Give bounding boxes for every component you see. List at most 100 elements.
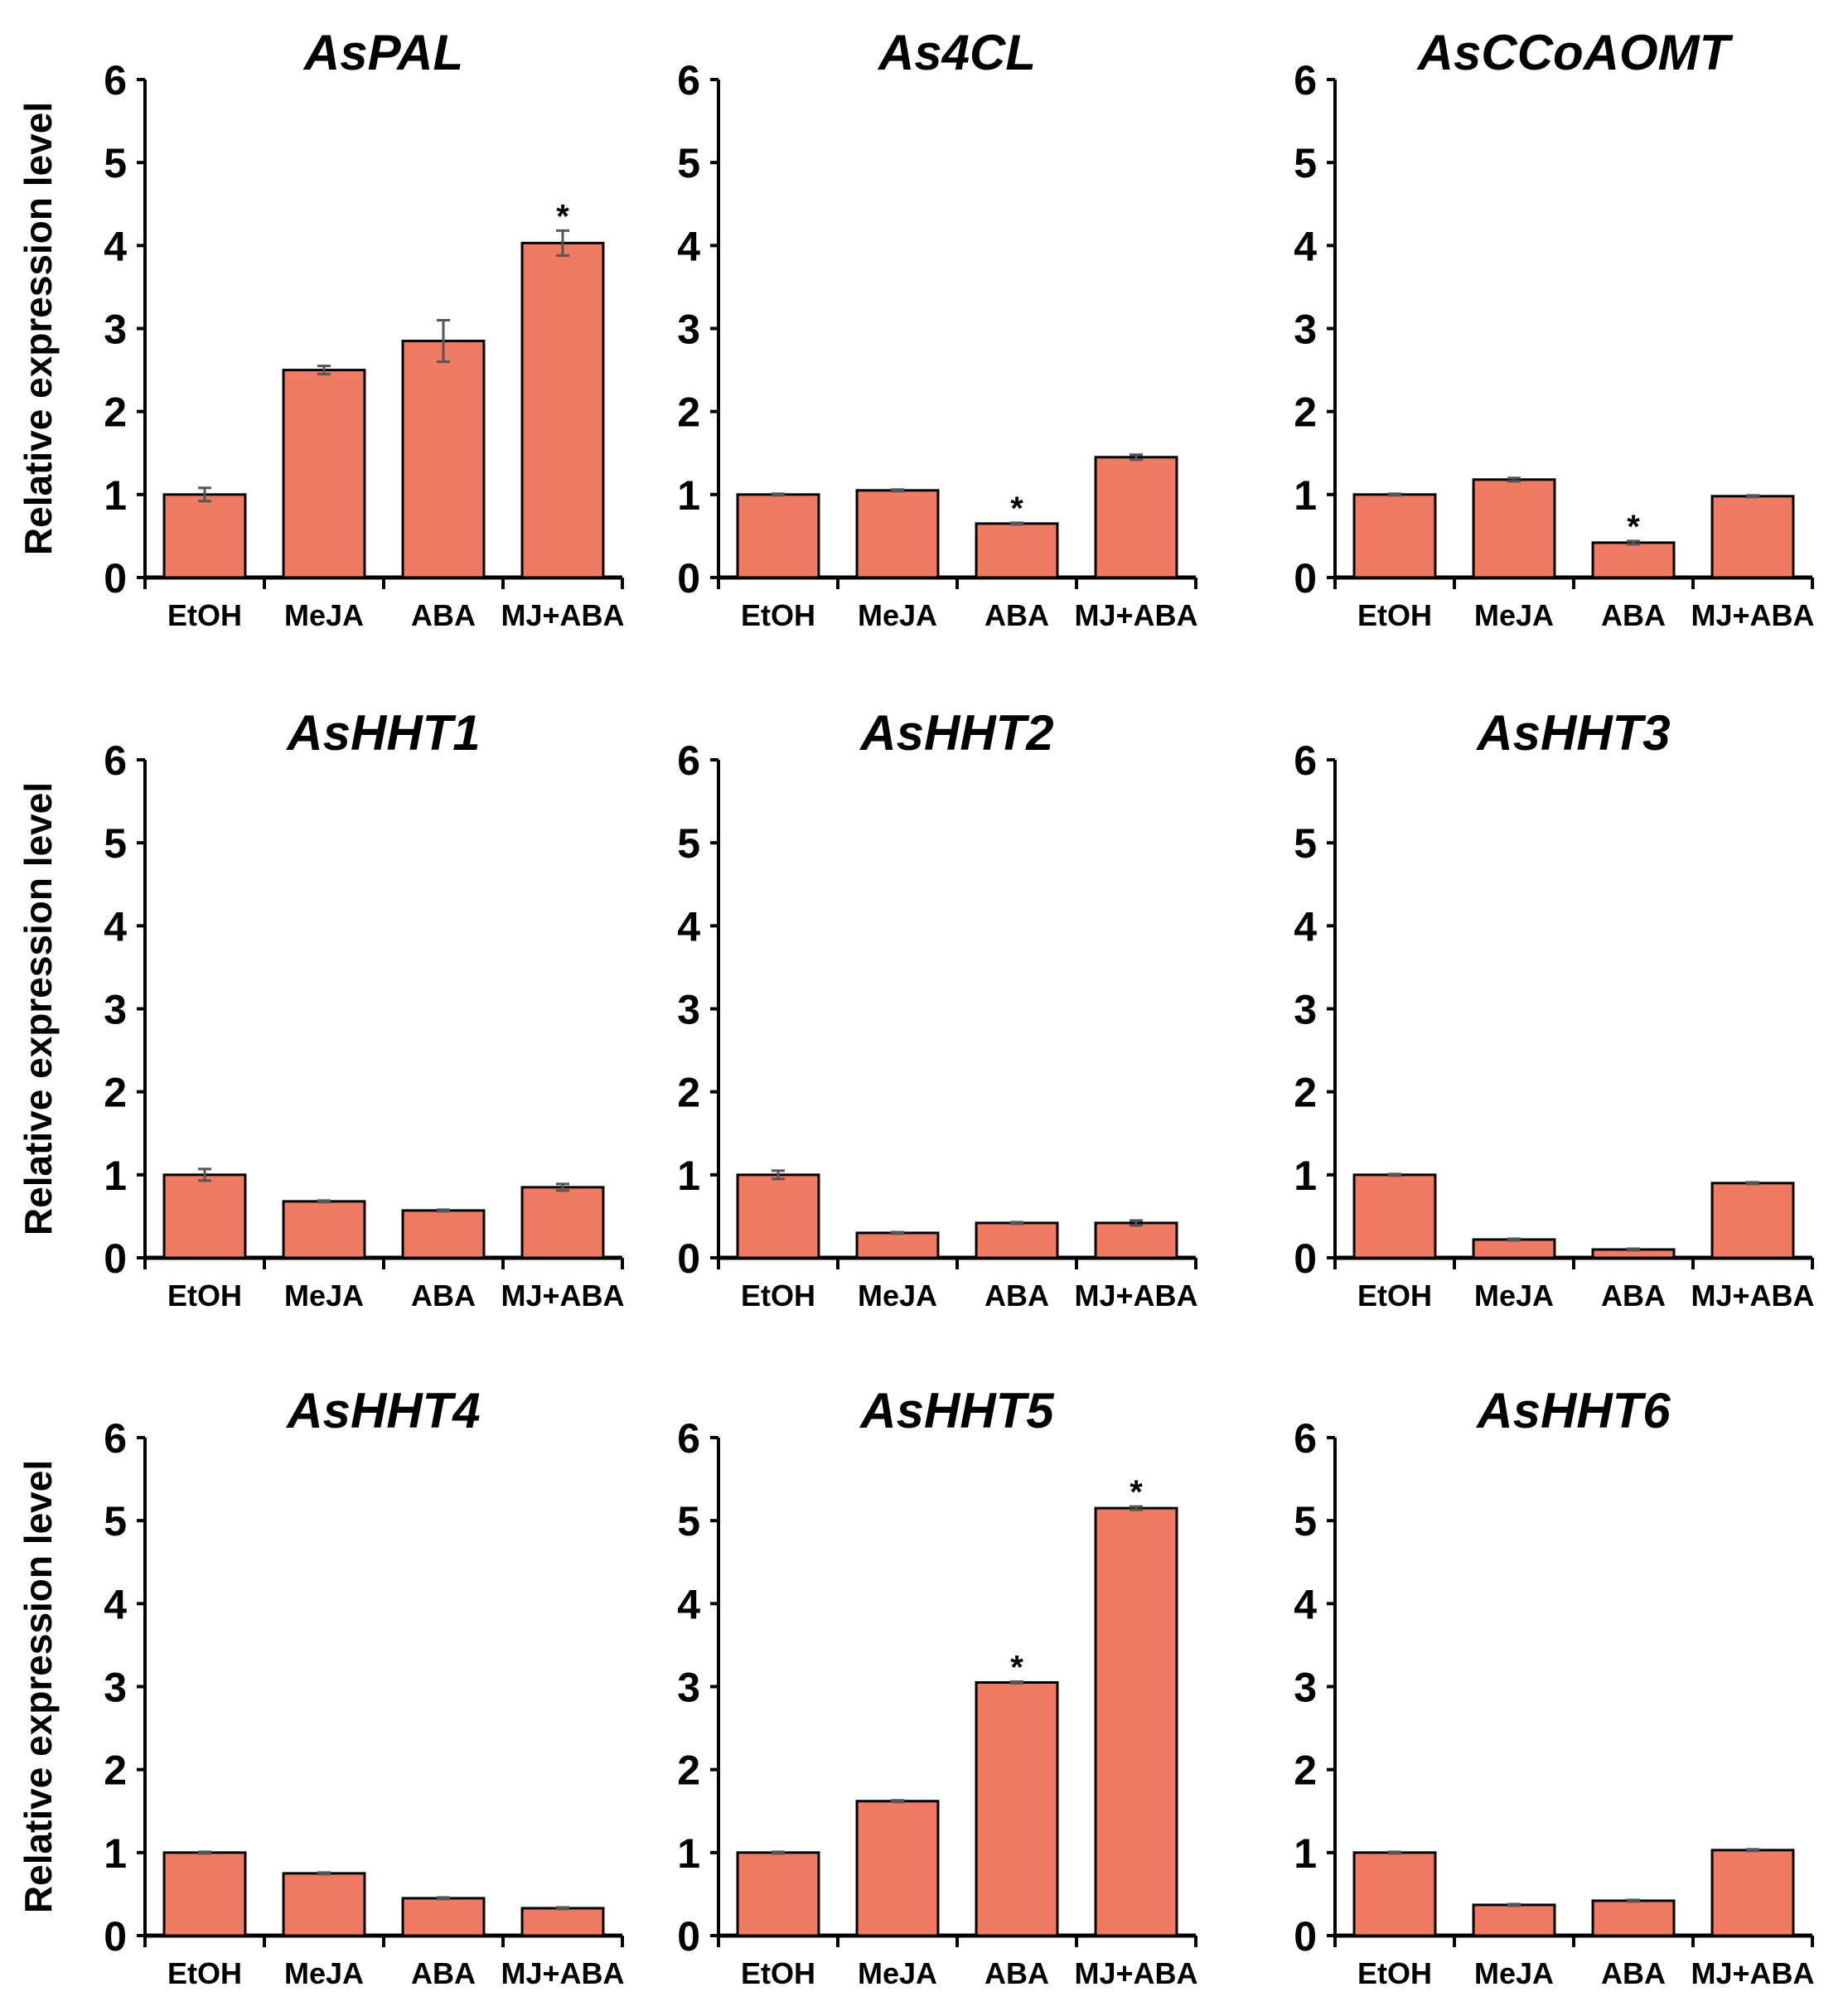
y-tick-label: 5 <box>677 140 700 186</box>
x-tick-label: ABA <box>1601 1956 1666 1990</box>
y-tick-label: 3 <box>677 307 700 353</box>
y-tick-label: 1 <box>677 1830 700 1877</box>
y-tick-label: 2 <box>677 1070 700 1116</box>
y-tick-label: 6 <box>104 737 127 784</box>
x-tick-label: EtOH <box>741 1279 815 1312</box>
y-tick-label: 1 <box>1294 472 1317 519</box>
chart-panel-AsHHT2: AsHHT2 0 1 2 3 4 5 6 EtOH MeJA ABA MJ+ABA <box>677 705 1197 1312</box>
chart-panel-AsHHT1: AsHHT1 Relative expression level 0 1 2 3 4 5 6 Et… <box>17 705 625 1312</box>
bar-ABA <box>401 340 486 579</box>
y-tick-label: 4 <box>104 1581 127 1627</box>
chart-panel-AsPAL: AsPAL Relative expression level 0 1 2 3 4 5 6 EtO… <box>17 25 625 632</box>
x-tick-label: MJ+ABA <box>1691 1956 1814 1990</box>
x-tick-label: MJ+ABA <box>1691 598 1814 632</box>
chart-title: AsCCoAOMT <box>1416 25 1734 80</box>
bar-ABA <box>975 522 1059 579</box>
bar-ABA <box>975 1221 1059 1259</box>
y-tick-label: 1 <box>104 1830 127 1877</box>
bar-EtOH <box>162 1851 247 1937</box>
chart-panel-AsHHT5: AsHHT5 0 1 2 3 4 5 6 EtOH MeJA * ABA * MJ+ABA <box>677 1383 1197 1990</box>
y-tick-label: 1 <box>104 1153 127 1199</box>
bar-MeJA <box>855 489 940 579</box>
y-tick-label: 6 <box>104 1415 127 1462</box>
x-tick-label: MeJA <box>284 598 364 632</box>
bar-ABA <box>975 1680 1059 1937</box>
y-tick-label: 1 <box>1294 1153 1317 1199</box>
x-tick-label: MeJA <box>284 1279 364 1312</box>
bar-ABA <box>401 1209 486 1259</box>
y-tick-label: 0 <box>104 555 127 602</box>
bar-EtOH <box>162 493 247 579</box>
y-tick-label: 2 <box>104 389 127 436</box>
y-tick-label: 2 <box>1294 389 1317 436</box>
y-tick-label: 0 <box>1294 1235 1317 1282</box>
y-tick-label: 5 <box>104 820 127 867</box>
x-tick-label: MeJA <box>858 1956 937 1990</box>
bar-MJ+ABA <box>1094 456 1178 579</box>
bar-MeJA <box>1472 1238 1556 1259</box>
bar-MeJA <box>1472 1903 1556 1937</box>
x-tick-label: MJ+ABA <box>1691 1279 1814 1312</box>
significance-marker: * <box>1010 491 1023 527</box>
y-tick-label: 0 <box>1294 1913 1317 1960</box>
bar-EtOH <box>736 1173 820 1259</box>
x-tick-label: MJ+ABA <box>501 1956 624 1990</box>
y-tick-label: 4 <box>104 223 127 269</box>
y-tick-label: 4 <box>677 903 700 950</box>
y-axis-label: Relative expression level <box>17 1460 60 1913</box>
x-tick-label: ABA <box>1601 1279 1666 1312</box>
x-tick-label: ABA <box>411 1279 476 1312</box>
x-tick-label: MJ+ABA <box>501 1279 624 1312</box>
x-tick-label: ABA <box>984 598 1049 632</box>
y-tick-label: 2 <box>1294 1748 1317 1794</box>
y-tick-label: 5 <box>1294 1498 1317 1545</box>
chart-panel-As4CL: As4CL 0 1 2 3 4 5 6 EtOH MeJA * ABA MJ+ABA <box>677 25 1197 632</box>
chart-title: AsHHT1 <box>285 705 480 761</box>
y-tick-label: 4 <box>1294 1581 1317 1627</box>
x-tick-label: MJ+ABA <box>1074 1279 1197 1312</box>
y-tick-label: 5 <box>1294 140 1317 186</box>
significance-marker: * <box>1010 1649 1023 1685</box>
y-tick-label: 3 <box>1294 987 1317 1033</box>
x-tick-label: EtOH <box>167 1279 242 1312</box>
significance-marker: * <box>1627 509 1640 545</box>
bar-MeJA <box>282 1872 366 1937</box>
bar-ABA <box>1591 1899 1676 1937</box>
x-tick-label: MeJA <box>858 1279 937 1312</box>
x-tick-label: MJ+ABA <box>1074 598 1197 632</box>
x-tick-label: MJ+ABA <box>501 598 624 632</box>
y-tick-label: 4 <box>104 903 127 950</box>
bar-ABA <box>401 1897 486 1937</box>
y-tick-label: 6 <box>677 57 700 104</box>
y-tick-label: 2 <box>104 1748 127 1794</box>
chart-title: AsHHT5 <box>859 1383 1055 1438</box>
y-axis-label: Relative expression level <box>17 782 60 1235</box>
bar-MJ+ABA <box>1710 1182 1795 1259</box>
y-tick-label: 6 <box>1294 737 1317 784</box>
bar-EtOH <box>1352 1851 1437 1937</box>
x-tick-label: MeJA <box>858 598 937 632</box>
bar-MJ+ABA <box>520 1907 605 1937</box>
y-tick-label: 0 <box>104 1913 127 1960</box>
chart-title: AsPAL <box>302 25 463 80</box>
y-tick-label: 4 <box>1294 223 1317 269</box>
bar-MeJA <box>1472 478 1556 579</box>
x-tick-label: EtOH <box>1357 598 1432 632</box>
y-tick-label: 4 <box>677 223 700 269</box>
bar-ABA <box>1591 541 1676 579</box>
x-tick-label: EtOH <box>741 598 815 632</box>
y-tick-label: 3 <box>1294 307 1317 353</box>
bar-MJ+ABA <box>1710 1849 1795 1937</box>
y-tick-label: 6 <box>1294 1415 1317 1462</box>
chart-title: AsHHT6 <box>1475 1383 1671 1438</box>
bar-MJ+ABA <box>1094 1506 1178 1937</box>
chart-panel-AsCCoAOMT: AsCCoAOMT 0 1 2 3 4 5 6 EtOH MeJA * ABA MJ+ABA <box>1294 25 1814 632</box>
x-tick-label: EtOH <box>1357 1279 1432 1312</box>
x-tick-label: ABA <box>411 598 476 632</box>
y-tick-label: 3 <box>677 1665 700 1711</box>
y-tick-label: 5 <box>1294 820 1317 867</box>
y-tick-label: 6 <box>104 57 127 104</box>
y-tick-label: 4 <box>677 1581 700 1627</box>
x-tick-label: ABA <box>1601 598 1666 632</box>
y-tick-label: 0 <box>1294 555 1317 602</box>
